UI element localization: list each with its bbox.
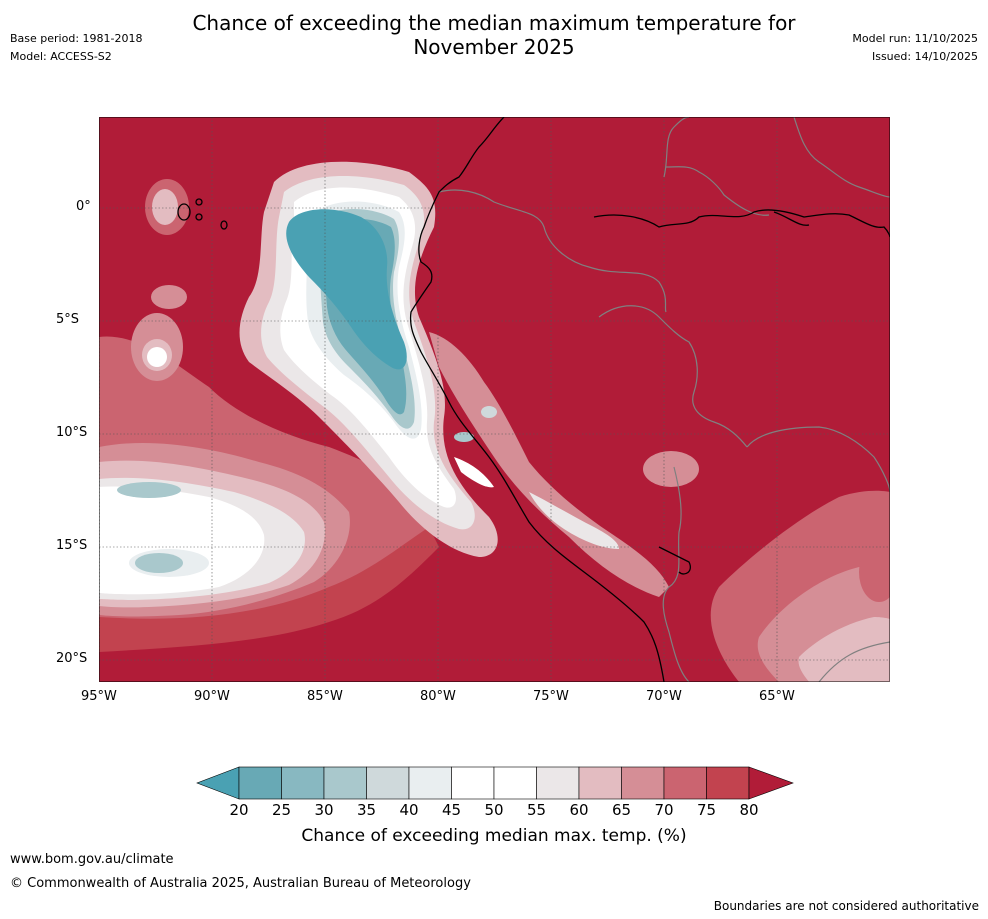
colorbar (196, 766, 794, 800)
coastline-pacific (409, 117, 665, 682)
colorbar-bin-25-30 (281, 766, 325, 800)
footer-url: www.bom.gov.au/climate (10, 852, 174, 867)
coast-streak-65 (429, 332, 669, 597)
map-title-line1: Chance of exceeding the median maximum t… (192, 11, 796, 35)
border-bolivia-brazil (746, 426, 890, 493)
colorbar-bin-30-35 (323, 766, 367, 800)
colorbar-tick-45: 45 (441, 801, 462, 819)
inland-east-70 (859, 542, 890, 602)
lon-label-65w: 65°W (759, 689, 795, 704)
lat-label-0: 0° (76, 199, 91, 214)
colorbar-bin-60-65 (578, 766, 622, 800)
lon-label-85w: 85°W (307, 689, 343, 704)
galapagos-60 (152, 189, 178, 225)
lat-label-5s: 5°S (56, 312, 80, 327)
border-chile-argentina (818, 641, 890, 682)
coast-patch-35 (454, 432, 474, 442)
colorbar-bin-35-40 (366, 766, 410, 800)
lat-label-10s: 10°S (56, 425, 88, 440)
colorbar-tick-65: 65 (611, 801, 632, 819)
model-run-text: Model run: 11/10/2025 (852, 32, 978, 45)
country-borders (438, 117, 890, 682)
colorbar-tick-30: 30 (314, 801, 334, 819)
map-title-line2: November 2025 (413, 35, 575, 59)
inland-bolivia-65 (643, 451, 699, 487)
border-north (793, 117, 890, 198)
blob-west-50 (147, 347, 167, 367)
lake-titicaca (658, 546, 691, 575)
colorbar-bin-55-60 (536, 766, 580, 800)
colorbar-tick-60: 60 (569, 801, 589, 819)
colorbar-bin-20-25 (238, 766, 282, 800)
colorbar-arrow-low (196, 766, 240, 800)
river-amazon (773, 211, 810, 226)
border-colombia-ecuador-peru (438, 189, 667, 313)
colorbar-tick-75: 75 (696, 801, 717, 819)
colorbar-bin-45-50 (451, 766, 495, 800)
lat-label-20s: 20°S (56, 651, 88, 666)
colorbar-bin-75-80 (706, 766, 750, 800)
region-sw-45-north (117, 482, 181, 498)
footer-disclaimer: Boundaries are not considered authoritat… (713, 899, 979, 913)
inland-southeast-60 (798, 617, 890, 682)
coast-streak-50 (454, 457, 494, 488)
island-galapagos-4 (220, 220, 228, 230)
footer-copyright: © Commonwealth of Australia 2025, Austra… (10, 876, 471, 891)
coastlines (177, 117, 890, 682)
plume-20 (286, 209, 407, 370)
island-galapagos-2 (195, 198, 203, 206)
base-period-text: Base period: 1981-2018 (10, 32, 143, 45)
colorbar-bin-65-70 (621, 766, 665, 800)
coast-patch-40 (481, 406, 497, 418)
map-gridlines (99, 117, 890, 682)
border-colombia-brazil (665, 166, 770, 216)
colorbar-tick-25: 25 (271, 801, 292, 819)
colorbar-tick-35: 35 (356, 801, 377, 819)
colorbar-label: Chance of exceeding median max. temp. (%… (301, 826, 687, 846)
colorbar-tick-40: 40 (399, 801, 419, 819)
region-sw-35 (135, 553, 183, 573)
colorbar-bin-70-75 (663, 766, 707, 800)
colorbar-arrow-high (748, 766, 794, 800)
border-peru-brazil (598, 305, 748, 448)
colorbar-bin-40-45 (408, 766, 452, 800)
map-frame (99, 117, 890, 682)
lon-label-95w: 95°W (81, 689, 117, 704)
lon-label-80w: 80°W (420, 689, 456, 704)
colorbar-tick-50: 50 (484, 801, 504, 819)
coast-streak-55 (529, 492, 619, 549)
colorbar-tick-70: 70 (654, 801, 674, 819)
border-venezuela (663, 117, 690, 178)
lon-label-75w: 75°W (533, 689, 569, 704)
lon-label-70w: 70°W (646, 689, 682, 704)
island-galapagos-1 (177, 203, 191, 221)
region-south-band-75 (99, 527, 439, 652)
coastline-amazon (593, 209, 890, 238)
colorbar-tick-20: 20 (229, 801, 249, 819)
model-text: Model: ACCESS-S2 (10, 50, 112, 63)
colorbar-bin-50-55 (493, 766, 537, 800)
lon-label-90w: 90°W (194, 689, 230, 704)
colorbar-bins (196, 766, 794, 800)
map-title: Chance of exceeding the median maximum t… (0, 11, 988, 59)
border-peru-bolivia (662, 466, 690, 682)
map-plot (99, 117, 890, 682)
lat-label-15s: 15°S (56, 538, 88, 553)
colorbar-tick-55: 55 (526, 801, 547, 819)
blob-west-70 (151, 285, 187, 309)
issued-text: Issued: 14/10/2025 (871, 50, 978, 63)
colorbar-tick-80: 80 (739, 801, 759, 819)
island-galapagos-3 (195, 213, 203, 221)
